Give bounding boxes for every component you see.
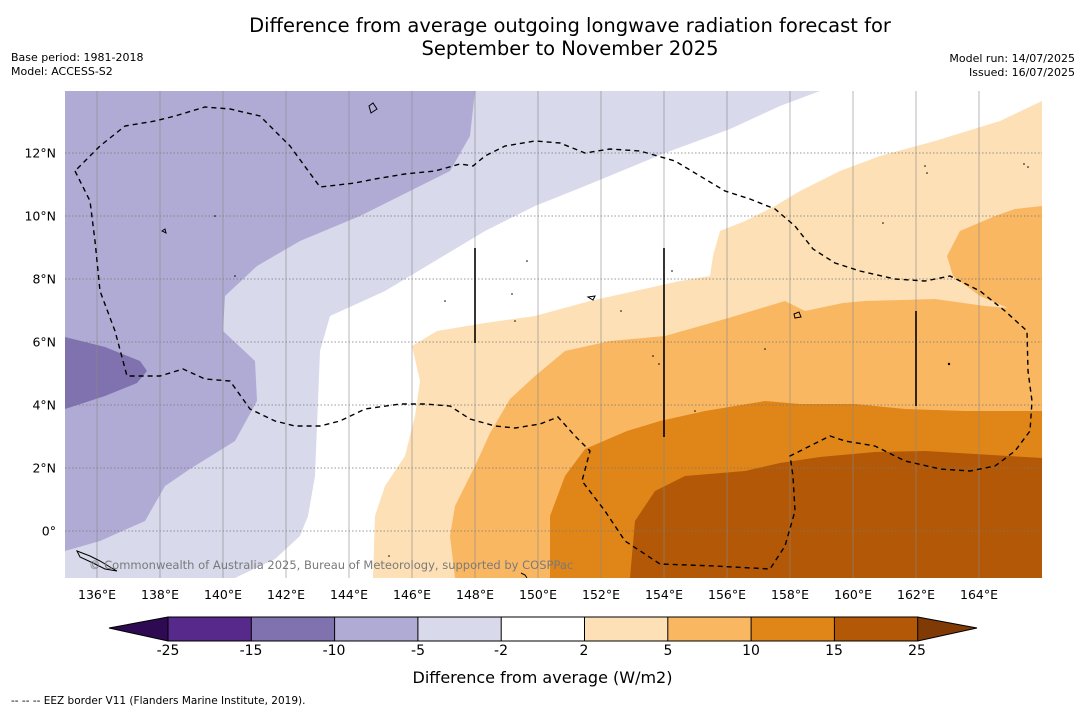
anomaly-map (65, 91, 1042, 578)
lon-label: 160°E (833, 587, 873, 602)
lon-label: 154°E (644, 587, 684, 602)
lon-label: 158°E (770, 587, 810, 602)
lon-label: 144°E (329, 587, 369, 602)
lon-label: 148°E (455, 587, 495, 602)
colorbar-tick: -25 (156, 643, 180, 659)
lat-label: 6°N (32, 334, 56, 350)
issued-date: Issued: 16/07/2025 (968, 66, 1075, 79)
base-period: Base period: 1981-2018 (11, 51, 144, 64)
model-name: Model: ACCESS-S2 (11, 65, 113, 78)
lon-label: 142°E (266, 587, 306, 602)
atoll-dots (214, 163, 1029, 557)
meta-left: Base period: 1981-2018 Model: ACCESS-S2 (11, 51, 143, 79)
title-line-2: September to November 2025 (421, 37, 719, 60)
lat-label: 10°N (24, 208, 56, 224)
eez-footnote: -- -- -- EEZ border V11 (Flanders Marine… (11, 695, 306, 707)
islands (75, 102, 802, 578)
colorbar-segment (168, 617, 252, 641)
colorbar-segment (334, 617, 418, 641)
lon-label: 162°E (896, 587, 936, 602)
colorbar-segment (834, 617, 918, 641)
meta-right: Model run: 14/07/2025 Issued: 16/07/2025 (949, 52, 1075, 80)
colorbar-over-arrow (917, 617, 977, 641)
lon-label: 164°E (959, 587, 999, 602)
colorbar-tick: -15 (239, 643, 263, 659)
colorbar-segment (251, 617, 335, 641)
model-run: Model run: 14/07/2025 (949, 52, 1075, 65)
map-title: Difference from average outgoing longwav… (0, 14, 1085, 60)
zone-plus5-east (947, 206, 1042, 313)
colorbar-segment (667, 617, 752, 641)
lon-label: 152°E (581, 587, 621, 602)
zone-minus15 (65, 337, 147, 409)
colorbar-tick: -2 (494, 643, 508, 659)
colorbar-tick: -5 (411, 643, 425, 659)
colorbar (108, 616, 978, 642)
lon-label: 140°E (203, 587, 243, 602)
lat-label: 0° (41, 523, 56, 539)
lon-label: 156°E (707, 587, 747, 602)
colorbar-tick: 25 (908, 643, 926, 659)
colorbar-title: Difference from average (W/m2) (412, 668, 673, 687)
colorbar-segment (584, 617, 668, 641)
colorbar-tick: 15 (825, 643, 843, 659)
colorbar-outline (108, 616, 978, 642)
lon-label: 136°E (77, 587, 117, 602)
zone-plus15 (630, 451, 1042, 578)
eez-border (74, 106, 1033, 570)
lon-label: 150°E (518, 587, 558, 602)
lat-label: 12°N (24, 145, 56, 161)
lon-label: 138°E (140, 587, 180, 602)
lat-label: 8°N (32, 271, 56, 287)
colorbar-tick: 5 (663, 643, 673, 659)
lon-label: 146°E (392, 587, 432, 602)
lat-label: 4°N (32, 397, 56, 413)
colorbar-tick: 10 (742, 643, 760, 659)
colorbar-tick: -10 (322, 643, 346, 659)
colorbar-segment (751, 617, 835, 641)
zone-minus10 (65, 91, 475, 551)
lat-label: 2°N (32, 460, 56, 476)
colorbar-under-arrow (109, 617, 168, 641)
colorbar-segment (501, 617, 585, 641)
colorbar-tick: 2 (579, 643, 589, 659)
colorbar-segment (417, 617, 502, 641)
title-line-1: Difference from average outgoing longwav… (249, 14, 891, 37)
map-panel (65, 91, 1042, 578)
copyright-notice: © Commonwealth of Australia 2025, Bureau… (89, 558, 574, 572)
